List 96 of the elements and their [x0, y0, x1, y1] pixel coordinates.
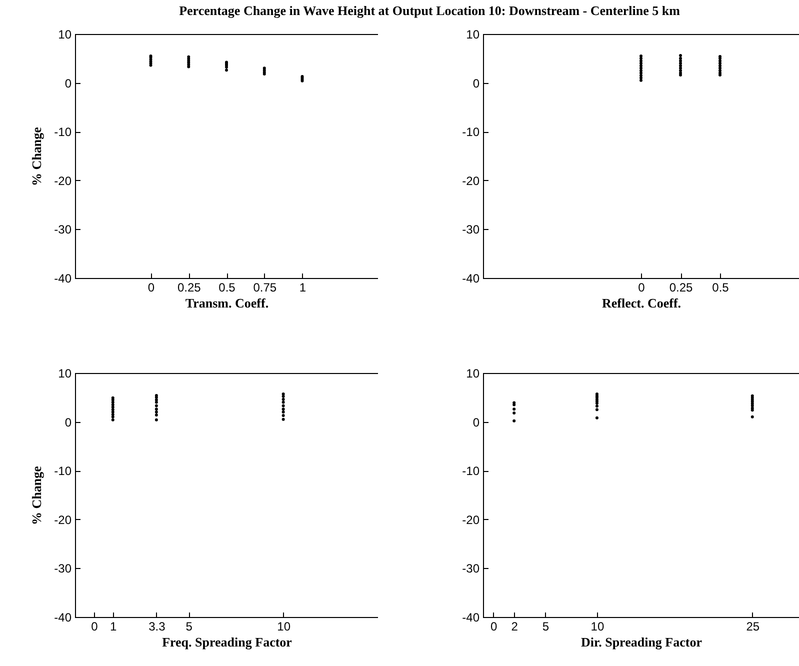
point	[640, 78, 642, 82]
point	[640, 69, 642, 72]
point	[154, 408, 158, 411]
point	[111, 415, 114, 418]
x-tick-label: 0	[490, 620, 498, 634]
y-tick-label: 0	[64, 76, 72, 90]
y-tick-label: -40	[462, 272, 480, 286]
y-tick-label: 10	[58, 28, 72, 42]
x-axis-title: Reflect. Coeff.	[602, 296, 682, 310]
point	[154, 400, 158, 404]
point	[718, 62, 722, 65]
y-tick-label: 10	[466, 28, 480, 42]
y-tick-label: -30	[54, 562, 72, 576]
y-tick-label: 10	[58, 366, 72, 380]
x-axis-title: Transm. Coeff.	[185, 296, 269, 310]
point	[718, 69, 722, 72]
x-tick-label: 1	[299, 280, 306, 294]
point	[595, 408, 598, 412]
x-tick-label: 10	[277, 620, 291, 634]
x-axis-title: Freq. Spreading Factor	[162, 634, 292, 650]
point	[595, 404, 598, 408]
y-tick-label: -20	[54, 512, 72, 527]
x-tick-label: 0.5	[712, 280, 730, 294]
y-tick-label: -10	[462, 125, 480, 140]
y-axis-title: % Change	[29, 466, 44, 525]
point	[282, 410, 285, 414]
y-tick-label: -40	[54, 610, 72, 624]
y-tick-label: 0	[472, 76, 480, 90]
point	[282, 392, 285, 396]
point	[512, 412, 516, 415]
point	[718, 66, 722, 70]
point	[111, 408, 114, 412]
y-tick-label: -30	[462, 222, 480, 237]
point	[154, 413, 158, 416]
point	[282, 394, 285, 398]
y-tick-label: -20	[462, 512, 480, 527]
x-tick-label: 2	[511, 620, 518, 634]
point	[640, 76, 642, 80]
y-tick-label: -30	[462, 562, 480, 576]
y-tick-label: -40	[54, 272, 72, 286]
point	[679, 54, 682, 57]
x-axis-title: Dir. Spreading Factor	[581, 634, 702, 650]
point	[595, 416, 598, 420]
x-tick-label: 0	[91, 620, 98, 634]
x-tick-label: 0.5	[218, 280, 236, 294]
point	[679, 66, 682, 70]
x-tick-label: 1	[110, 620, 118, 634]
y-tick-label: -10	[54, 125, 72, 140]
y-tick-label: -30	[54, 222, 72, 237]
point	[282, 414, 285, 417]
x-tick-label: 0	[638, 280, 646, 294]
point	[282, 398, 285, 401]
y-tick-label: 0	[64, 415, 72, 430]
y-tick-label: 10	[466, 366, 480, 380]
point	[679, 69, 682, 72]
point	[679, 62, 682, 65]
point	[154, 410, 158, 414]
point	[282, 408, 285, 411]
x-tick-label: 0	[148, 280, 155, 294]
point	[512, 419, 516, 422]
y-tick-label: -10	[462, 464, 480, 478]
point	[154, 418, 158, 422]
y-tick-label: 0	[472, 415, 480, 430]
point	[640, 62, 642, 65]
text: Percentage Change in Wave Height at Output Location 10: Downstream - Centerline 5 km	[178, 3, 681, 19]
point	[154, 404, 158, 408]
point	[640, 56, 642, 60]
x-tick-label: 0.25	[177, 280, 202, 294]
point	[512, 408, 516, 411]
x-tick-label: 0.75	[253, 280, 277, 294]
y-axis-title: % Change	[29, 126, 44, 186]
x-tick-label: 10	[590, 620, 604, 634]
point	[640, 74, 642, 77]
point	[718, 59, 722, 62]
point	[640, 66, 642, 70]
x-tick-label: 3.3	[148, 620, 166, 634]
point	[111, 403, 114, 406]
point	[679, 56, 682, 60]
point	[679, 59, 682, 62]
point	[640, 54, 642, 58]
point	[640, 72, 642, 75]
x-tick-label: 5	[542, 620, 550, 634]
point	[282, 418, 285, 421]
point	[111, 418, 114, 422]
y-tick-label: -10	[54, 464, 72, 478]
x-tick-label: 25	[746, 620, 760, 634]
point	[282, 400, 285, 404]
point	[750, 415, 754, 418]
y-tick-label: -20	[54, 174, 72, 188]
x-tick-label: 0.25	[669, 280, 693, 294]
y-tick-label: -40	[462, 610, 480, 624]
point	[282, 404, 285, 408]
x-tick-label: 5	[186, 620, 193, 634]
point	[225, 68, 228, 72]
point	[640, 59, 642, 62]
y-tick-label: -20	[462, 174, 480, 188]
